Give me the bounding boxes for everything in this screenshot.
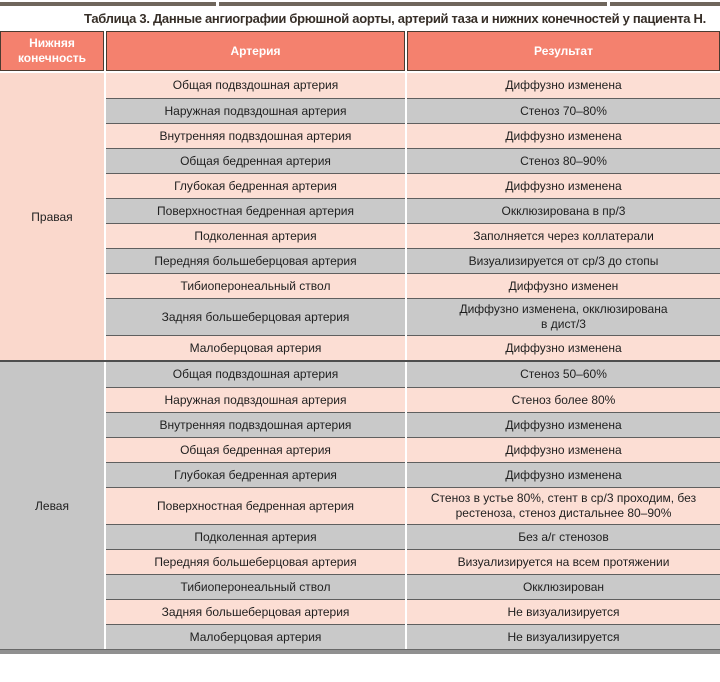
artery-cell: Задняя большеберцовая артерия [106,599,405,624]
limb-cell-right: Правая [0,73,104,360]
result-cell: Визуализируется от ср/3 до стопы [407,248,720,273]
result-cell: Стеноз 70–80% [407,98,720,123]
result-cell: Окклюзирована в пр/3 [407,198,720,223]
table-group-left: Левая Общая подвздошная артерия Стеноз 5… [0,360,720,649]
rule-segment [0,2,216,6]
artery-cell: Общая подвздошная артерия [106,73,405,98]
result-cell: Диффузно изменена [407,462,720,487]
result-cell: Диффузно изменена, окклюзирована в дист/… [407,298,720,335]
artery-cell: Поверхностная бедренная артерия [106,198,405,223]
artery-cell: Внутренняя подвздошная артерия [106,123,405,148]
result-cell: Стеноз 50–60% [407,362,720,387]
rule-gap [607,2,610,6]
angiography-table: Нижняя конечность Артерия Результат Прав… [0,31,720,654]
table-group-right: Правая Общая подвздошная артерия Диффузн… [0,73,720,360]
result-cell: Диффузно изменена [407,412,720,437]
result-cell: Диффузно изменена [407,335,720,360]
result-cell: Окклюзирован [407,574,720,599]
artery-cell: Подколенная артерия [106,524,405,549]
artery-cell: Глубокая бедренная артерия [106,173,405,198]
column-header-limb: Нижняя конечность [0,31,104,71]
artery-cell: Малоберцовая артерия [106,624,405,649]
artery-cell: Тибиоперонеальный ствол [106,273,405,298]
limb-cell-left: Левая [0,362,104,649]
result-cell: Без а/г стенозов [407,524,720,549]
previous-table-bottom-rule [0,2,720,6]
artery-cell: Передняя большеберцовая артерия [106,248,405,273]
artery-cell: Общая бедренная артерия [106,437,405,462]
result-cell: Стеноз более 80% [407,387,720,412]
artery-cell: Наружная подвздошная артерия [106,98,405,123]
artery-cell: Общая бедренная артерия [106,148,405,173]
result-cell: Диффузно изменена [407,73,720,98]
artery-cell: Подколенная артерия [106,223,405,248]
artery-cell: Общая подвздошная артерия [106,362,405,387]
artery-cell: Задняя большеберцовая артерия [106,298,405,335]
rule-segment [610,2,720,6]
result-cell: Диффузно изменена [407,173,720,198]
result-cell: Не визуализируется [407,624,720,649]
table-caption: Таблица 3. Данные ангиографии брюшной ао… [84,11,706,26]
result-cell: Диффузно изменена [407,123,720,148]
result-cell: Заполняется через коллатерали [407,223,720,248]
artery-cell: Малоберцовая артерия [106,335,405,360]
rule-segment [219,2,607,6]
artery-cell: Внутренняя подвздошная артерия [106,412,405,437]
artery-cell: Наружная подвздошная артерия [106,387,405,412]
column-header-artery: Артерия [106,31,405,71]
table-header-row: Нижняя конечность Артерия Результат [0,31,720,71]
result-cell: Визуализируется на всем протяжении [407,549,720,574]
result-cell: Диффузно изменена [407,437,720,462]
result-cell: Диффузно изменен [407,273,720,298]
result-cell: Стеноз 80–90% [407,148,720,173]
result-cell: Стеноз в устье 80%, стент в ср/3 проходи… [407,487,720,524]
artery-cell: Поверхностная бедренная артерия [106,487,405,524]
table-bottom-rule [0,649,720,654]
artery-cell: Глубокая бедренная артерия [106,462,405,487]
artery-cell: Тибиоперонеальный ствол [106,574,405,599]
artery-cell: Передняя большеберцовая артерия [106,549,405,574]
column-header-result: Результат [407,31,720,71]
result-cell: Не визуализируется [407,599,720,624]
rule-gap [216,2,219,6]
